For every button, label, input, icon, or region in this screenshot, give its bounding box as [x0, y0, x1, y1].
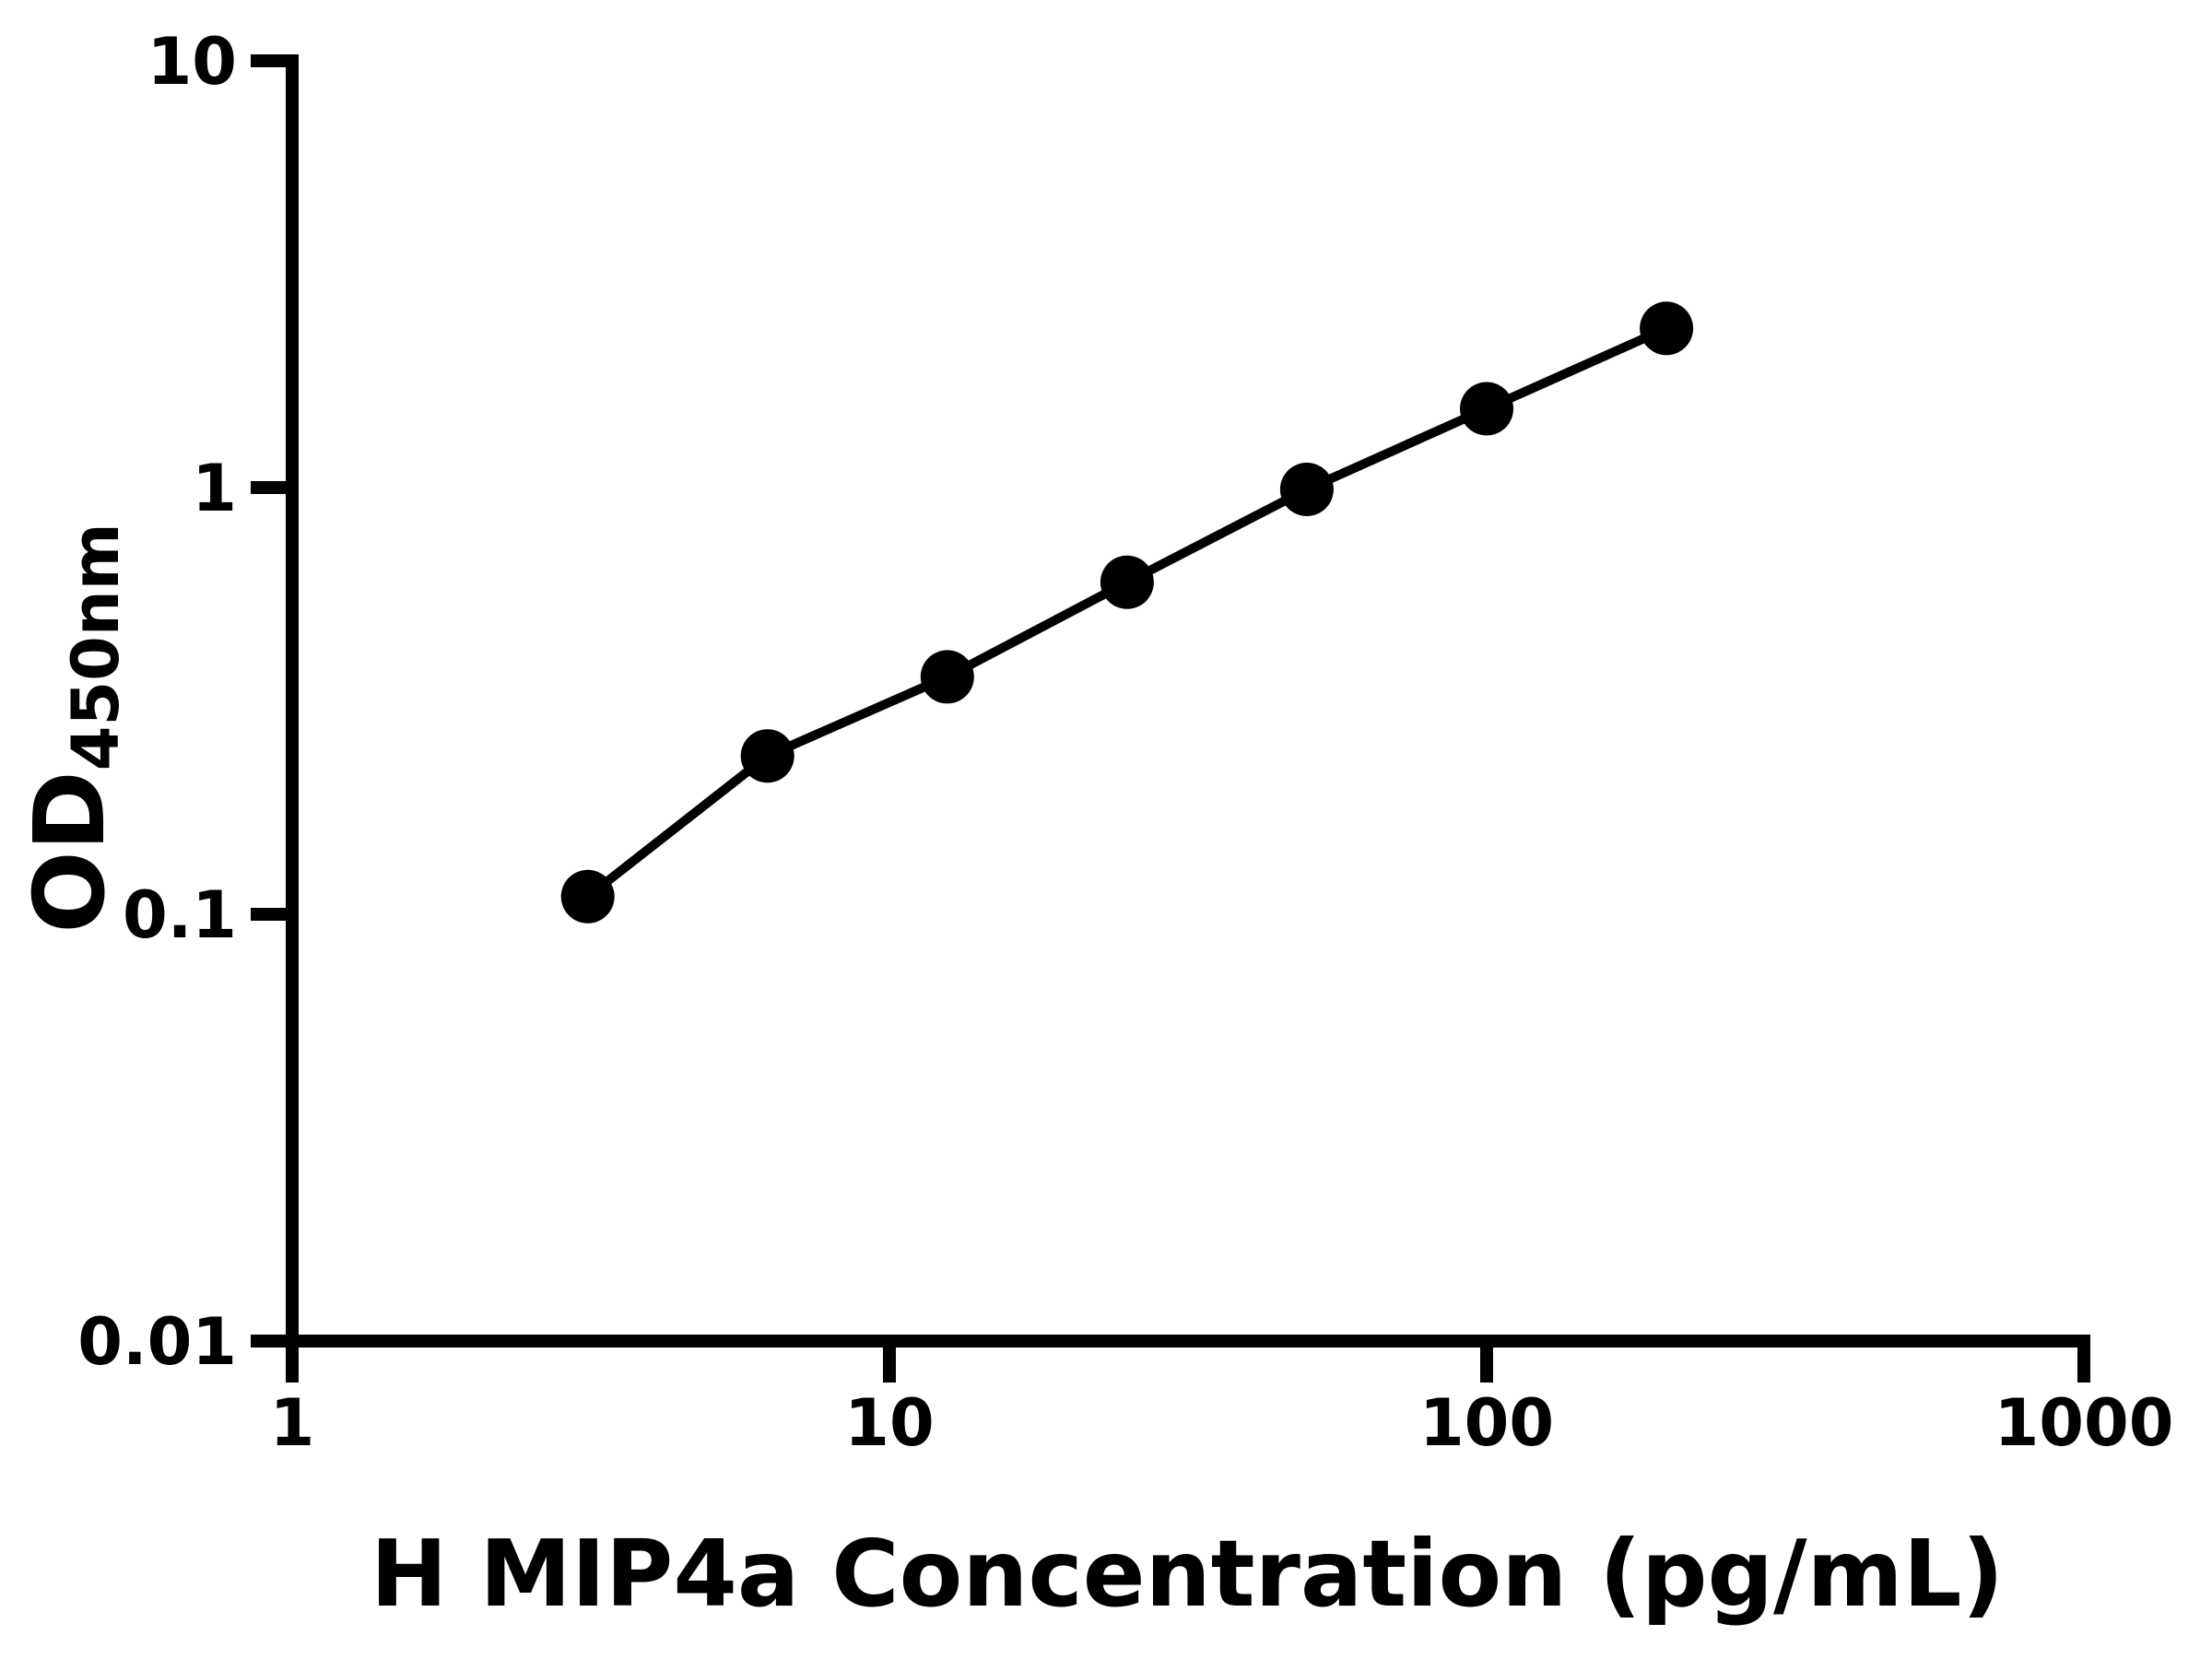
y-tick-label: 1	[192, 451, 237, 526]
y-tick-label: 0.1	[123, 877, 237, 953]
y-tick-label: 10	[147, 24, 237, 100]
y-tick-label: 0.01	[77, 1304, 237, 1380]
axes	[251, 54, 2090, 1382]
data-point-marker	[920, 650, 974, 704]
y-axis-title-subscript: 450nm	[58, 523, 134, 771]
y-axis-title: OD450nm	[14, 523, 134, 933]
y-axis-title-main: OD	[14, 771, 126, 933]
data-point-marker	[1279, 463, 1334, 516]
data-point-marker	[1100, 555, 1154, 609]
x-tick-label: 10	[844, 1385, 934, 1461]
axis-tick-labels: 10 1 0.1 0.01 1 10 100 1000	[77, 24, 2173, 1461]
axis-spine	[251, 54, 2090, 1382]
axis-ticks	[251, 54, 2090, 1382]
data-point-marker	[560, 869, 615, 924]
data-point-marker	[1640, 301, 1694, 356]
x-tick-label: 1000	[1994, 1385, 2174, 1461]
x-axis-title: H MIP4a Concentration (pg/mL)	[371, 1520, 2004, 1628]
x-tick-label: 100	[1419, 1385, 1554, 1461]
data-point-marker	[1460, 382, 1513, 436]
data-point-marker	[740, 729, 794, 783]
x-tick-label: 1	[270, 1385, 315, 1461]
data-series	[560, 301, 1694, 924]
